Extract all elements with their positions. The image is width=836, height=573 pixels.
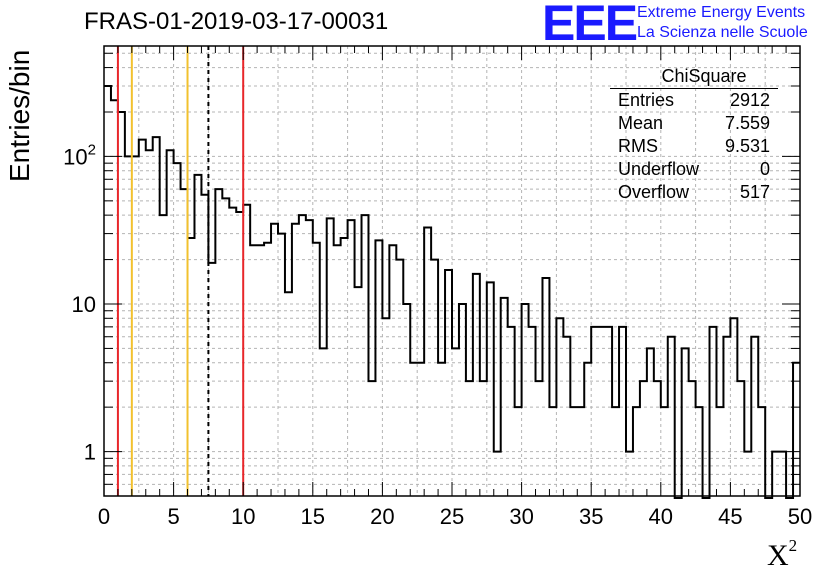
- stats-label: Underflow: [618, 159, 700, 179]
- x-tick-label: 45: [718, 504, 742, 529]
- x-tick-label: 35: [579, 504, 603, 529]
- x-axis-label-exponent: 2: [788, 536, 798, 555]
- logo-tagline-1: Extreme Energy Events: [637, 4, 806, 21]
- stats-value: 9.531: [724, 136, 770, 156]
- x-axis-label-symbol: X: [767, 539, 789, 572]
- y-tick-label-base: 1: [84, 440, 96, 465]
- stats-value: 517: [739, 182, 770, 202]
- stats-row-mean: Mean 7.559: [610, 112, 778, 135]
- histogram-series: [104, 85, 800, 499]
- stats-label: RMS: [618, 136, 658, 156]
- logo-tagline-2: La Scienza nelle Scuole: [637, 24, 808, 41]
- run-title: FRAS-01-2019-03-17-00031: [84, 8, 389, 35]
- y-axis-label: Entries/bin: [4, 49, 35, 182]
- axis-ticks: [103, 46, 801, 496]
- x-tick-label: 5: [167, 504, 179, 529]
- stats-title: ChiSquare: [610, 66, 778, 89]
- y-tick-label-base: 10: [72, 292, 96, 317]
- grid-lines: [104, 46, 800, 496]
- x-tick-label: 0: [98, 504, 110, 529]
- stats-row-entries: Entries 2912: [610, 89, 778, 112]
- y-tick-label: 10: [72, 292, 96, 317]
- stats-value: 0: [759, 159, 770, 179]
- y-tick-label: 102: [63, 141, 96, 169]
- histogram-bins: [104, 85, 800, 499]
- x-tick-label: 10: [231, 504, 255, 529]
- x-axis-label: X2: [767, 536, 797, 573]
- stats-row-rms: RMS 9.531: [610, 135, 778, 158]
- stats-row-overflow: Overflow 517: [610, 181, 778, 204]
- stats-value: 7.559: [724, 113, 770, 133]
- x-tick-label: 40: [649, 504, 673, 529]
- x-tick-label: 30: [509, 504, 533, 529]
- y-tick-label-exponent: 2: [88, 141, 96, 158]
- x-tick-label: 25: [440, 504, 464, 529]
- stats-row-underflow: Underflow 0: [610, 158, 778, 181]
- x-tick-label: 15: [301, 504, 325, 529]
- stats-label: Overflow: [618, 182, 690, 202]
- reference-lines: [116, 46, 245, 496]
- y-tick-label: 1: [84, 440, 96, 465]
- x-tick-label: 20: [370, 504, 394, 529]
- y-tick-label-base: 10: [63, 144, 87, 169]
- x-tick-label: 50: [788, 504, 812, 529]
- stats-box: ChiSquare Entries 2912 Mean 7.559 RMS 9.…: [610, 66, 778, 204]
- eee-logo: EEE: [542, 0, 638, 51]
- stats-value: 2912: [729, 90, 770, 110]
- stats-label: Entries: [618, 90, 675, 110]
- stats-label: Mean: [618, 113, 664, 133]
